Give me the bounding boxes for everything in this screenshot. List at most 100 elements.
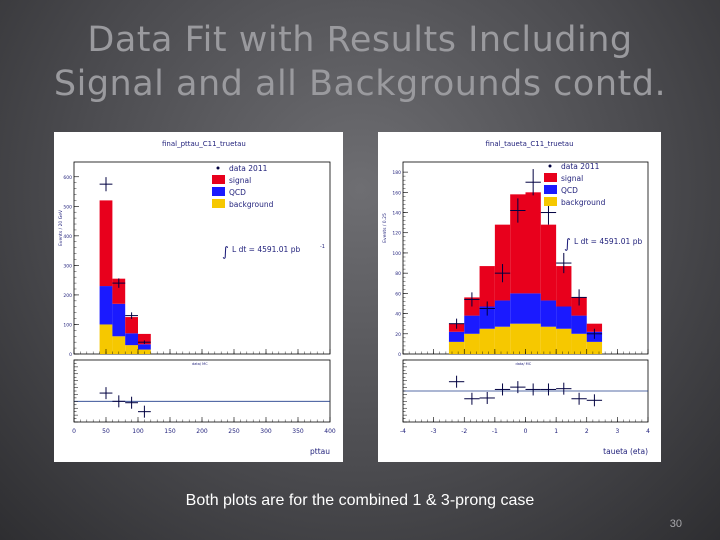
legend-swatch-2 xyxy=(544,185,557,194)
bar-qcd-3 xyxy=(494,300,511,327)
bar-qcd-3 xyxy=(138,344,151,350)
ratio-label: data/ MC xyxy=(192,362,208,366)
y-tick-label-2: 200 xyxy=(63,293,72,299)
luminosity-annotation: L dt = 4591.01 pb xyxy=(574,237,642,246)
y-tick-label-4: 80 xyxy=(395,271,401,277)
bar-signal-6 xyxy=(540,224,557,301)
x-tick-label-1: -3 xyxy=(431,428,437,435)
bar-signal-4 xyxy=(510,194,526,294)
legend-entry-2: QCD xyxy=(561,186,578,195)
x-tick-label-7: 350 xyxy=(292,428,304,435)
bar-background-9 xyxy=(586,341,603,354)
chart-title: final_taueta_C11_truetau xyxy=(486,140,574,148)
y-tick-label-8: 160 xyxy=(392,190,401,196)
x-tick-label-4: 0 xyxy=(524,428,528,435)
bar-signal-1 xyxy=(112,278,126,304)
x-tick-label-5: 1 xyxy=(554,428,558,435)
x-tick-label-5: 250 xyxy=(228,428,240,435)
x-tick-label-1: 50 xyxy=(102,428,110,435)
bar-background-5 xyxy=(525,323,541,354)
bar-background-2 xyxy=(479,328,495,354)
y-tick-label-6: 600 xyxy=(63,175,72,181)
bar-qcd-7 xyxy=(556,306,572,329)
y-tick-label-5: 100 xyxy=(392,251,401,257)
legend-entry-3: background xyxy=(561,198,606,207)
legend-swatch-2 xyxy=(212,187,225,196)
x-tick-label-3: 150 xyxy=(164,428,176,435)
x-tick-label-8: 400 xyxy=(324,428,336,435)
bar-background-0 xyxy=(99,324,113,354)
legend-swatch-1 xyxy=(544,173,557,182)
slide-caption: Both plots are for the combined 1 & 3-pr… xyxy=(185,492,535,509)
bar-background-3 xyxy=(494,326,511,354)
slide-title-line-1: Data Fit with Results Including xyxy=(87,20,633,60)
x-axis-label: taueta (eta) xyxy=(603,447,648,456)
legend-entry-0: data 2011 xyxy=(561,162,600,171)
bar-background-0 xyxy=(448,341,465,354)
y-tick-label-6: 120 xyxy=(392,231,401,237)
slide-title-line-2: Signal and all Backgrounds contd. xyxy=(53,64,667,104)
taueta-histogram: final_taueta_C11_truetau0204060801001201… xyxy=(382,140,667,456)
bar-qcd-2 xyxy=(125,333,138,346)
y-axis-label: Events / 20 GeV xyxy=(58,209,64,246)
legend-entry-0: data 2011 xyxy=(229,164,268,173)
legend-entry-2: QCD xyxy=(229,188,246,197)
bar-signal-2 xyxy=(125,317,138,334)
legend-entry-3: background xyxy=(229,200,274,209)
bar-signal-7 xyxy=(556,266,572,307)
y-tick-label-7: 140 xyxy=(392,211,401,217)
ratio-plot-frame xyxy=(73,359,331,423)
bar-signal-3 xyxy=(494,224,511,301)
x-axis-label: pttau xyxy=(310,447,330,456)
bar-qcd-5 xyxy=(525,293,541,324)
legend-entry-1: signal xyxy=(229,176,251,185)
bar-qcd-4 xyxy=(510,293,526,324)
legend-swatch-1 xyxy=(212,175,225,184)
bar-qcd-2 xyxy=(479,306,495,329)
y-tick-label-0: 0 xyxy=(398,352,401,358)
y-tick-label-2: 40 xyxy=(395,312,401,318)
x-tick-label-7: 3 xyxy=(615,428,619,435)
x-tick-label-2: 100 xyxy=(132,428,144,435)
bar-background-1 xyxy=(464,333,480,354)
bar-signal-2 xyxy=(479,266,495,307)
x-tick-label-0: 0 xyxy=(72,428,76,435)
luminosity-annotation: L dt = 4591.01 pb xyxy=(232,245,300,254)
y-axis-label: Events / 0.25 xyxy=(382,213,388,243)
y-tick-label-4: 400 xyxy=(63,234,72,240)
y-tick-label-3: 60 xyxy=(395,291,401,297)
legend-swatch-3 xyxy=(544,197,557,206)
legend-data-marker xyxy=(216,166,220,170)
legend-swatch-3 xyxy=(212,199,225,208)
integral-sign: ∫ xyxy=(222,245,229,260)
x-tick-label-0: -4 xyxy=(400,428,406,435)
bar-signal-3 xyxy=(138,333,151,345)
y-tick-label-9: 180 xyxy=(392,170,401,176)
bar-qcd-1 xyxy=(464,315,480,334)
x-tick-label-4: 200 xyxy=(196,428,208,435)
bar-qcd-0 xyxy=(99,286,113,325)
bar-qcd-1 xyxy=(112,303,126,337)
x-tick-label-2: -2 xyxy=(461,428,467,435)
bar-signal-5 xyxy=(525,192,541,294)
y-tick-label-0: 0 xyxy=(69,352,72,358)
bar-signal-0 xyxy=(99,200,113,287)
legend-entry-1: signal xyxy=(561,174,583,183)
y-tick-label-1: 100 xyxy=(63,322,72,328)
bar-background-6 xyxy=(540,326,557,354)
chart-title: final_pttau_C11_truetau xyxy=(162,140,246,148)
page-number: 30 xyxy=(669,518,682,530)
taueta-plot-panel: final_taueta_C11_truetau 0 20 40 60 80 100 120 1… xyxy=(378,132,667,462)
x-tick-label-6: 2 xyxy=(585,428,589,435)
legend-data-marker xyxy=(548,164,552,168)
luminosity-annotation-sup: -1 xyxy=(320,244,325,250)
bar-background-1 xyxy=(112,336,126,354)
slide-title: Data Fit with Results Including Signal a… xyxy=(0,18,720,106)
bar-signal-9 xyxy=(586,323,603,332)
bar-qcd-8 xyxy=(571,315,587,334)
bar-background-4 xyxy=(510,323,526,354)
y-tick-label-1: 20 xyxy=(395,332,401,338)
x-tick-label-6: 300 xyxy=(260,428,272,435)
integral-sign: ∫ xyxy=(564,237,571,252)
x-tick-label-3: -1 xyxy=(492,428,498,435)
